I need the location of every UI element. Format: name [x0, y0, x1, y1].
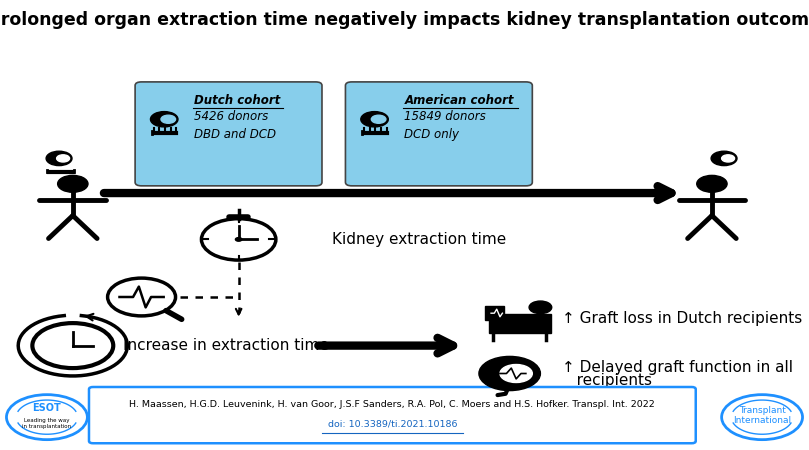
- FancyBboxPatch shape: [485, 306, 504, 320]
- Circle shape: [711, 151, 737, 166]
- Text: ESOT: ESOT: [32, 403, 61, 413]
- Text: International: International: [733, 416, 791, 425]
- Text: DCD only: DCD only: [404, 128, 460, 141]
- Circle shape: [479, 356, 540, 391]
- Circle shape: [201, 219, 276, 260]
- FancyBboxPatch shape: [135, 82, 322, 186]
- Text: recipients: recipients: [562, 373, 652, 388]
- Text: 15849 donors: 15849 donors: [404, 110, 486, 123]
- Circle shape: [371, 115, 386, 123]
- Text: 5426 donors: 5426 donors: [194, 110, 269, 123]
- Text: Transplant: Transplant: [739, 406, 786, 415]
- Text: doi: 10.3389/ti.2021.10186: doi: 10.3389/ti.2021.10186: [328, 419, 457, 428]
- Text: ↑ Delayed graft function in all: ↑ Delayed graft function in all: [562, 360, 794, 375]
- Text: Dutch cohort: Dutch cohort: [194, 94, 281, 107]
- Circle shape: [6, 395, 87, 440]
- Circle shape: [32, 323, 113, 368]
- Text: American cohort: American cohort: [404, 94, 514, 107]
- Text: DBD and DCD: DBD and DCD: [194, 128, 276, 141]
- Text: ↑ Graft loss in Dutch recipients: ↑ Graft loss in Dutch recipients: [562, 310, 803, 326]
- Text: Leading the way: Leading the way: [24, 418, 70, 423]
- Circle shape: [722, 395, 803, 440]
- Circle shape: [150, 112, 178, 127]
- Circle shape: [722, 155, 735, 162]
- Circle shape: [46, 151, 72, 166]
- Circle shape: [500, 364, 532, 382]
- FancyBboxPatch shape: [345, 82, 532, 186]
- Text: in transplantation: in transplantation: [23, 423, 71, 429]
- Text: Kidney extraction time: Kidney extraction time: [332, 232, 506, 247]
- FancyBboxPatch shape: [489, 314, 551, 333]
- Text: Prolonged organ extraction time negatively impacts kidney transplantation outcom: Prolonged organ extraction time negative…: [0, 11, 809, 29]
- Circle shape: [235, 238, 242, 241]
- Circle shape: [108, 278, 176, 316]
- Circle shape: [697, 176, 727, 192]
- Circle shape: [161, 115, 176, 123]
- Circle shape: [57, 155, 70, 162]
- Circle shape: [57, 176, 88, 192]
- Circle shape: [529, 301, 552, 314]
- Text: H. Maassen, H.G.D. Leuvenink, H. van Goor, J.S.F Sanders, R.A. Pol, C. Moers and: H. Maassen, H.G.D. Leuvenink, H. van Goo…: [129, 400, 655, 409]
- Text: Increase in extraction time: Increase in extraction time: [123, 338, 328, 353]
- FancyBboxPatch shape: [89, 387, 696, 443]
- Circle shape: [361, 112, 388, 127]
